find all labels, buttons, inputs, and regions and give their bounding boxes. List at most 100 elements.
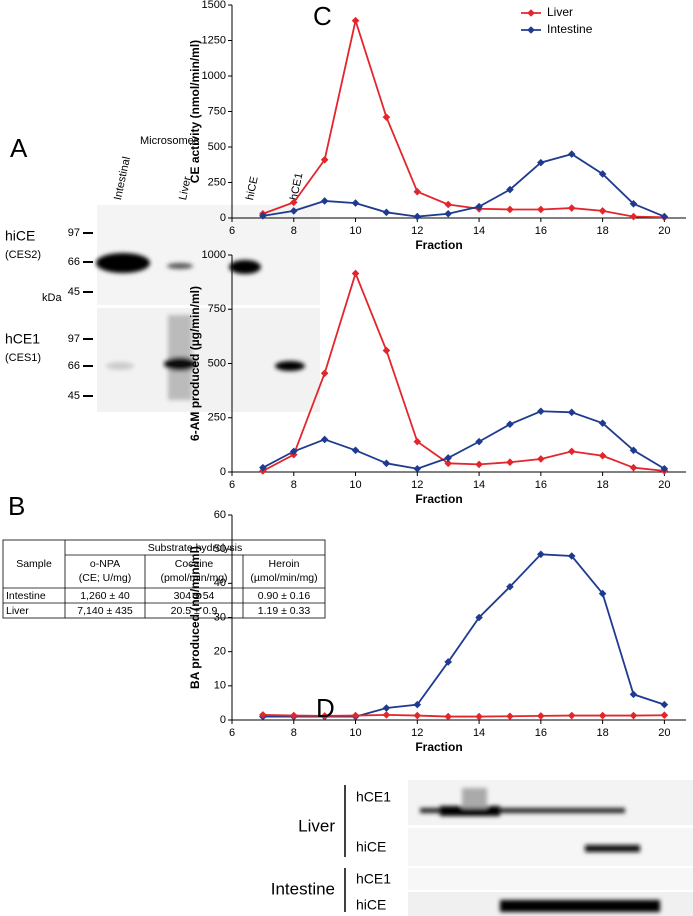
data-point — [320, 197, 329, 205]
data-point — [598, 589, 607, 598]
data-point — [598, 419, 607, 427]
x-axis-title: Fraction — [415, 740, 462, 754]
row-label: hiCE — [356, 839, 386, 855]
data-point — [320, 369, 329, 378]
blot-background — [408, 868, 693, 890]
data-point — [444, 658, 452, 666]
marker-label: 97 — [68, 227, 80, 239]
table-header: (µmol/min/mg) — [250, 572, 317, 584]
group-label: Liver — [298, 816, 335, 835]
data-point — [289, 207, 298, 215]
data-point — [475, 202, 483, 211]
data-point — [289, 447, 298, 456]
table-grid — [2, 539, 326, 619]
legend-label: Liver — [547, 5, 573, 19]
marker-label: 66 — [68, 256, 80, 268]
x-tick-label: 18 — [596, 479, 608, 491]
blot-background — [408, 828, 693, 866]
x-tick-label: 14 — [473, 727, 485, 739]
x-tick-label: 16 — [535, 225, 547, 237]
y-tick-label: 500 — [208, 357, 226, 369]
data-point — [444, 459, 452, 468]
x-tick-label: 12 — [411, 479, 423, 491]
x-tick-label: 16 — [535, 479, 547, 491]
y-tick-label: 1500 — [202, 0, 226, 11]
x-tick-label: 10 — [349, 727, 361, 739]
table-cell: Liver — [6, 605, 29, 617]
data-point — [537, 455, 545, 463]
y-tick-label: 1000 — [202, 70, 226, 82]
data-point — [475, 613, 483, 622]
x-tick-label: 12 — [411, 225, 423, 237]
data-point — [320, 712, 329, 720]
blot-bands — [420, 788, 660, 912]
x-tick-label: 6 — [229, 479, 235, 491]
data-point — [598, 207, 607, 215]
data-point — [598, 170, 607, 178]
series-line — [262, 410, 665, 470]
data-point — [382, 459, 391, 468]
x-tick-label: 20 — [658, 479, 670, 491]
blot-subname: (CES1) — [5, 352, 41, 364]
table-cell: 304 ± 54 — [174, 590, 215, 602]
data-point — [444, 200, 452, 209]
data-point — [629, 212, 638, 221]
data-point — [567, 552, 576, 560]
data-point — [444, 209, 452, 218]
data-point — [567, 711, 576, 720]
data-point — [413, 711, 422, 720]
blot-background — [408, 780, 693, 825]
x-tick-label: 12 — [411, 727, 423, 739]
data-point — [660, 212, 669, 221]
y-tick-label: 0 — [220, 212, 226, 224]
table-cell: 7,140 ± 435 — [77, 605, 133, 617]
y-tick-label: 250 — [208, 412, 226, 424]
lane-label: Intestinal — [112, 156, 133, 202]
data-point — [259, 463, 267, 472]
data-point — [382, 208, 391, 217]
x-tick-label: 6 — [229, 225, 235, 237]
data-point — [444, 712, 452, 721]
data-point — [598, 451, 607, 460]
x-tick-label: 20 — [658, 727, 670, 739]
lane-label: Liver — [177, 175, 194, 201]
x-tick-label: 10 — [349, 225, 361, 237]
data-point — [475, 437, 483, 446]
data-point — [660, 464, 669, 473]
table-header: Cocaine — [175, 558, 214, 570]
legend-label: Intestine — [547, 22, 593, 36]
y-axis-title: CE activity (nmol/min/ml) — [188, 40, 202, 183]
data-point — [629, 200, 638, 208]
data-point — [506, 712, 514, 721]
data-point — [506, 582, 514, 591]
y-tick-label: 60 — [214, 509, 226, 521]
data-point — [567, 408, 576, 417]
y-tick-label: 40 — [214, 577, 226, 589]
data-point — [444, 454, 452, 462]
data-point — [259, 212, 267, 220]
data-point — [320, 435, 329, 444]
table-header: Heroin — [269, 558, 300, 570]
data-point — [382, 346, 391, 355]
table-cell: 20.5 ± 0.9 — [171, 605, 218, 617]
blot-name: hiCE — [5, 228, 35, 244]
data-point — [320, 155, 329, 164]
y-tick-label: 500 — [208, 141, 226, 153]
data-point — [351, 446, 360, 455]
panel-label: B — [8, 491, 25, 521]
lane-label: hiCE — [244, 175, 261, 201]
blot-title: Microsomes — [140, 135, 200, 147]
x-tick-label: 8 — [291, 727, 297, 739]
data-point — [506, 420, 514, 429]
data-point — [413, 212, 422, 221]
data-point — [629, 463, 638, 472]
data-point — [629, 446, 638, 455]
data-point — [629, 690, 638, 699]
y-tick-label: 30 — [214, 611, 226, 623]
series-line — [262, 713, 665, 718]
table-header: Sample — [16, 558, 52, 570]
table-header: Substrate hydrolysis — [148, 542, 243, 554]
lane-label: hCE1 — [288, 172, 305, 201]
data-point — [660, 700, 669, 709]
x-tick-label: 8 — [291, 225, 297, 237]
